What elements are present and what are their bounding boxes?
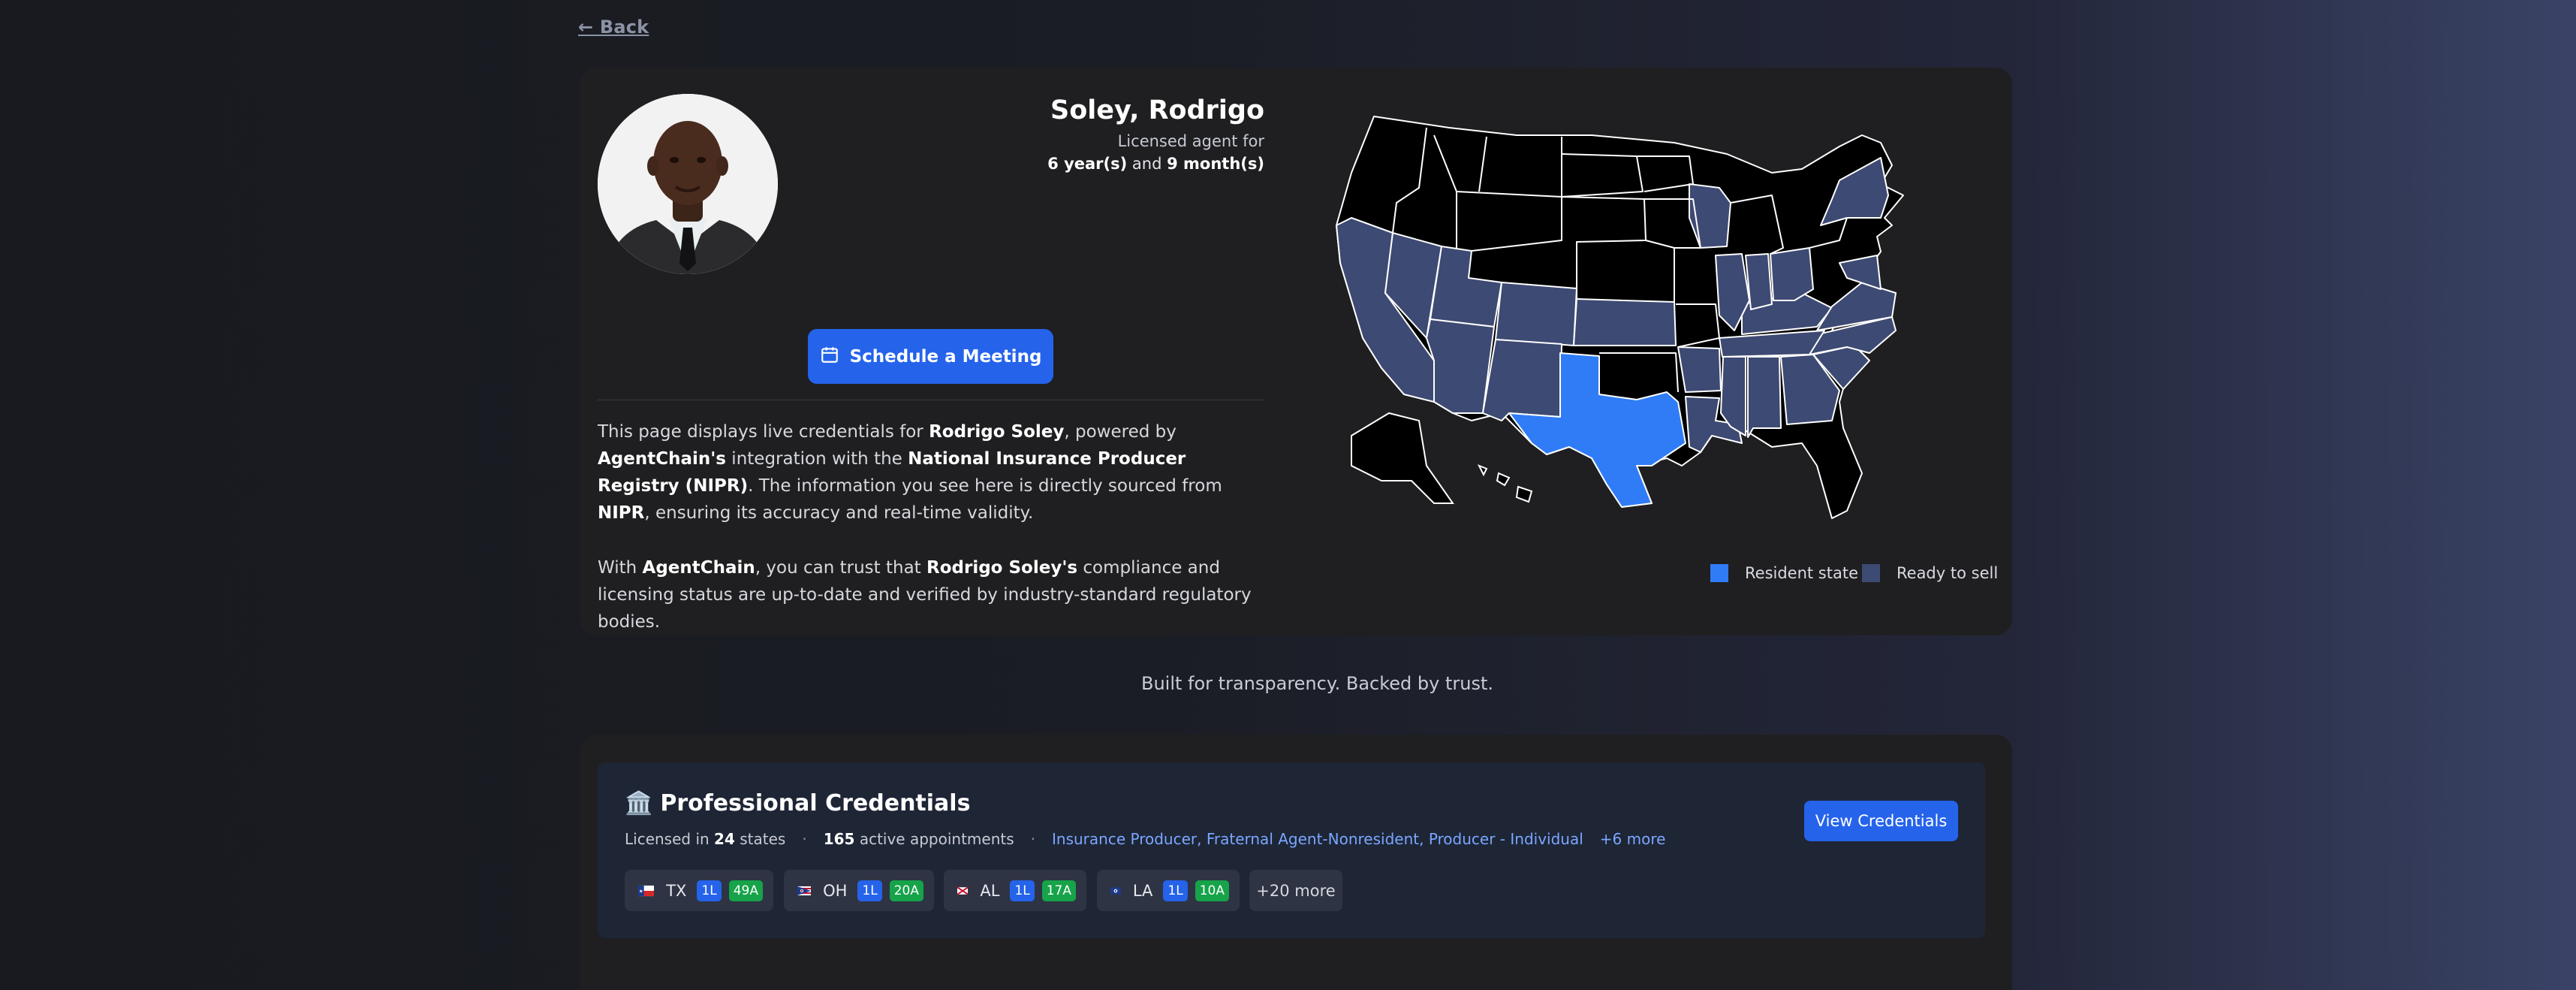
state-tx	[1508, 352, 1686, 508]
ohio-flag-icon	[797, 886, 812, 895]
legend-ready-label: Ready to sell	[1897, 564, 1999, 582]
state-chip-oh[interactable]: OH 1L 20A	[784, 870, 934, 911]
chip-state-abbr: OH	[823, 881, 848, 900]
tagline: Built for transparency. Backed by trust.	[1141, 673, 1494, 694]
chip-state-abbr: AL	[980, 881, 1000, 900]
tenure-months: 9 month(s)	[1167, 155, 1264, 173]
alabama-flag-icon	[957, 886, 969, 895]
state-chip-al[interactable]: AL 1L 17A	[944, 870, 1086, 911]
state-ny	[1820, 157, 1889, 226]
schedule-meeting-button[interactable]: Schedule a Meeting	[808, 329, 1053, 384]
chip-tag-count: 10A	[1195, 880, 1229, 901]
schedule-meeting-label: Schedule a Meeting	[849, 346, 1042, 367]
state-hi-2	[1496, 472, 1511, 487]
credentials-summary: Licensed in 24 states · 165 active appoi…	[625, 830, 1665, 848]
legend-resident-swatch	[1710, 564, 1728, 582]
chip-tag-line: 1L	[1163, 880, 1188, 901]
state-ak	[1351, 412, 1454, 504]
state-ar	[1677, 346, 1722, 393]
chip-tag-count: 49A	[728, 880, 763, 901]
state-al	[1747, 356, 1782, 438]
appointments-suffix: active appointments	[859, 830, 1014, 848]
separator-dot: ·	[1030, 830, 1036, 848]
state-in	[1745, 253, 1773, 310]
description-paragraph-2: With AgentChain, you can trust that Rodr…	[598, 554, 1270, 635]
bank-icon: 🏛️	[625, 790, 653, 816]
state-hi-1	[1477, 464, 1488, 477]
state-ca	[1336, 217, 1435, 403]
view-credentials-button[interactable]: View Credentials	[1804, 801, 1958, 841]
chip-tag-count: 20A	[889, 880, 923, 901]
state-oh	[1770, 247, 1814, 301]
agent-name: Soley, Rodrigo	[1050, 95, 1264, 125]
legend-resident: Resident state	[1710, 564, 1858, 582]
chip-state-abbr: LA	[1132, 881, 1153, 900]
p1-text-1: This page displays live credentials for	[598, 422, 929, 442]
state-ct-md	[1839, 255, 1882, 290]
p1-text-2: , powered by	[1064, 422, 1177, 442]
tenure-years: 6 year(s)	[1047, 155, 1128, 173]
more-states-chip[interactable]: +20 more	[1249, 870, 1342, 911]
state-la	[1685, 396, 1743, 453]
licensed-for-label: Licensed agent for	[1117, 132, 1264, 150]
p1-text-3: integration with the	[726, 449, 908, 469]
state-hi-3	[1515, 485, 1533, 503]
licensed-states-map	[1321, 113, 1971, 530]
p1-bold-nipr-full: National Insurance Producer Registry (NI…	[598, 449, 1186, 496]
louisiana-flag-icon	[1110, 886, 1121, 895]
p1-text-5: , ensuring its accuracy and real-time va…	[644, 503, 1034, 523]
tenure-and: and	[1131, 155, 1162, 173]
legend-resident-label: Resident state	[1745, 564, 1859, 582]
agent-avatar	[598, 94, 778, 274]
texas-flag-icon: ★	[638, 885, 655, 896]
p2-text-1: With	[598, 558, 643, 578]
states-suffix: states	[740, 830, 786, 848]
calendar-icon	[820, 345, 839, 369]
state-ks	[1573, 298, 1677, 346]
state-co	[1495, 282, 1577, 346]
credentials-panel	[598, 762, 1985, 938]
legend-ready-swatch	[1862, 564, 1880, 582]
credentials-title-text: Professional Credentials	[660, 790, 971, 816]
more-license-types[interactable]: +6 more	[1599, 830, 1666, 848]
state-az	[1426, 318, 1495, 414]
p2-bold-agent-name: Rodrigo Soley's	[926, 558, 1078, 578]
back-link[interactable]: ← Back	[578, 17, 649, 38]
state-chip-tx[interactable]: ★ TX 1L 49A	[625, 870, 773, 911]
chip-tag-line: 1L	[857, 880, 882, 901]
license-tenure: 6 year(s) and 9 month(s)	[1047, 155, 1264, 173]
p1-bold-agent-name: Rodrigo Soley	[929, 422, 1065, 442]
p2-bold-agentchain: AgentChain	[642, 558, 755, 578]
state-va	[1816, 282, 1897, 331]
p1-bold-nipr: NIPR	[598, 503, 645, 523]
chip-state-abbr: TX	[666, 881, 687, 900]
license-types[interactable]: Insurance Producer, Fraternal Agent-Nonr…	[1052, 830, 1583, 848]
state-il	[1715, 253, 1750, 331]
legend-ready: Ready to sell	[1862, 564, 1998, 582]
chip-tag-line: 1L	[1010, 880, 1035, 901]
appointments-count: 165	[823, 830, 855, 848]
separator-dot: ·	[802, 830, 807, 848]
svg-text:★: ★	[639, 888, 643, 894]
state-wi	[1689, 183, 1731, 249]
credentials-title: 🏛️ Professional Credentials	[625, 790, 970, 816]
licensed-prefix: Licensed in	[625, 830, 710, 848]
description-paragraph-1: This page displays live credentials for …	[598, 418, 1270, 527]
chip-tag-count: 17A	[1041, 880, 1076, 901]
p2-text-2: , you can trust that	[755, 558, 927, 578]
chip-tag-line: 1L	[697, 880, 722, 901]
p1-bold-agentchain: AgentChain's	[598, 449, 726, 469]
state-tn	[1719, 330, 1825, 358]
state-chip-la[interactable]: LA 1L 10A	[1097, 870, 1240, 911]
p1-text-4: . The information you see here is direct…	[748, 476, 1222, 496]
p2-text-3: compliance and licensing status are up-t…	[598, 558, 1252, 632]
states-count: 24	[714, 830, 735, 848]
state-nm	[1482, 339, 1562, 421]
